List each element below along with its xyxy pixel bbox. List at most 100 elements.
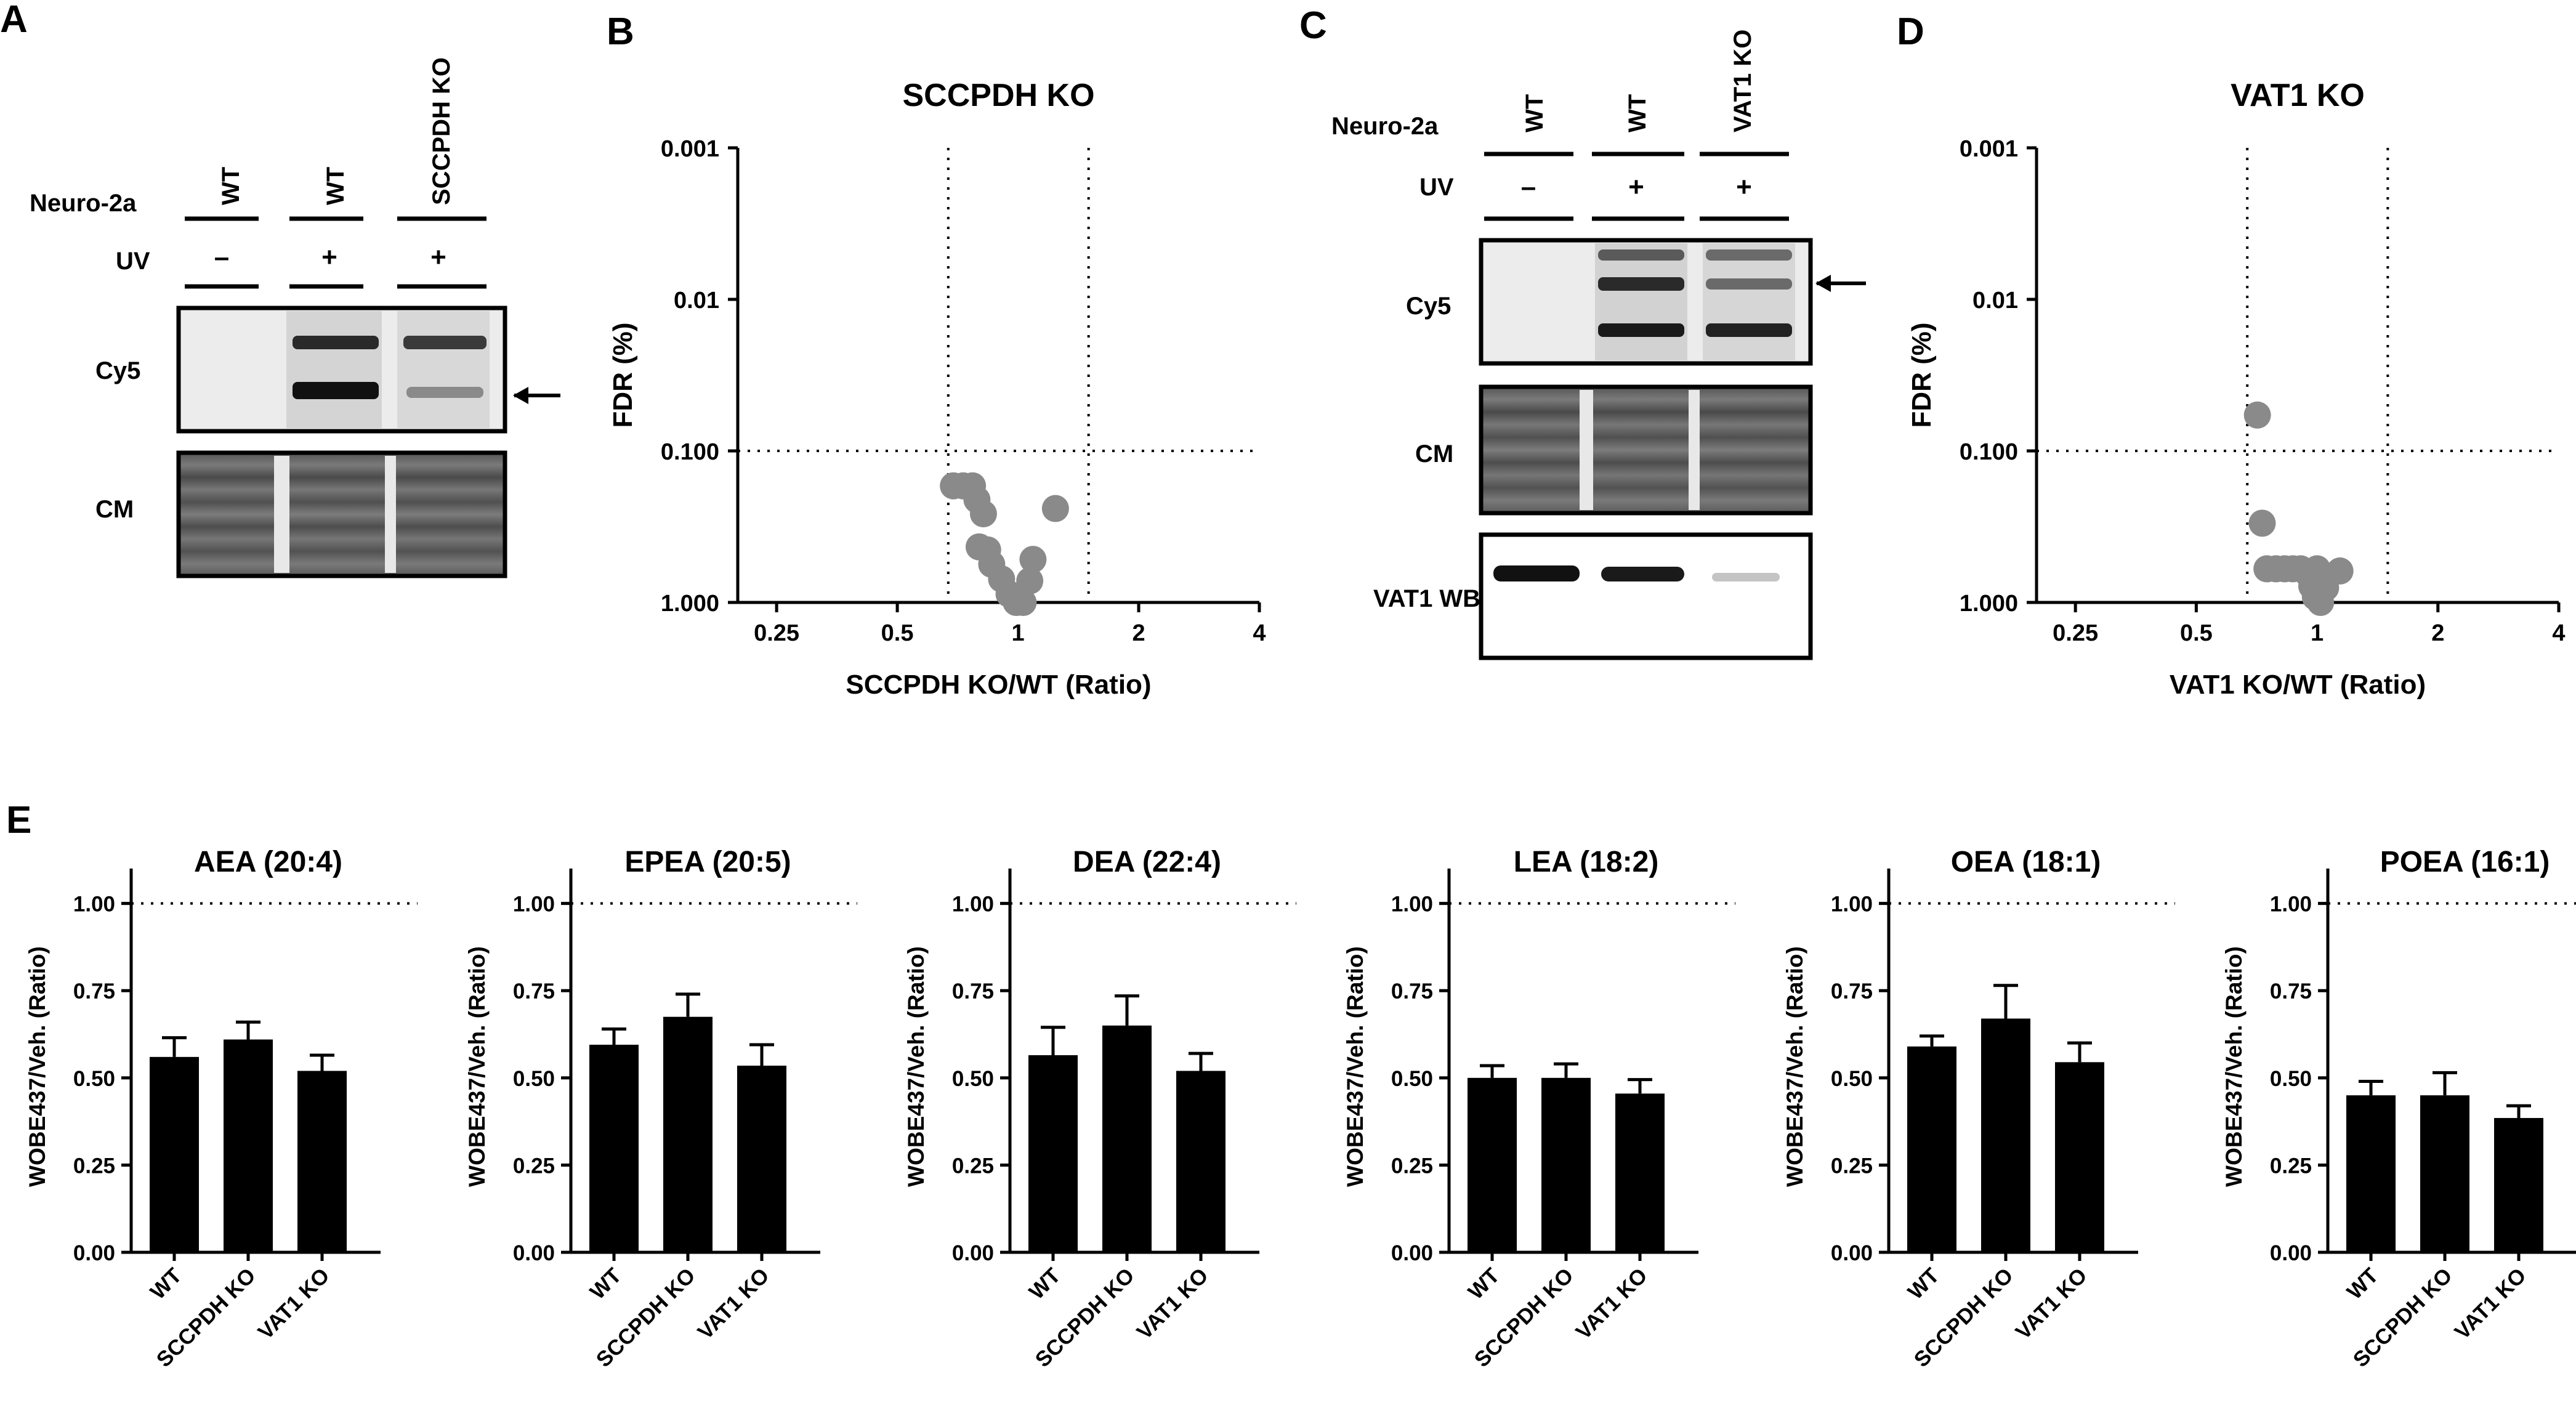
y-tick-label: 0.25	[513, 1154, 555, 1178]
bar	[2346, 1095, 2396, 1252]
lane-genotype-wt-1: WT	[1521, 94, 1548, 132]
y-tick-label: 0.001	[1960, 136, 2018, 162]
x-tick-label: 0.5	[2180, 620, 2213, 646]
data-point	[2303, 555, 2331, 583]
panel-letter-c: C	[1299, 4, 1327, 47]
category-label: VAT1 KO	[2450, 1263, 2530, 1344]
y-axis-label: WOBE437/Veh. (Ratio)	[1343, 946, 1368, 1187]
category-label: VAT1 KO	[253, 1263, 334, 1344]
y-tick-label: 1.00	[1831, 893, 1873, 917]
cy5-gel-image	[176, 306, 507, 434]
bar-chart-6: POEA (16:1)0.000.250.500.751.00WTSCCPDH …	[2221, 846, 2576, 1372]
bar	[589, 1045, 639, 1252]
y-axis-label: WOBE437/Veh. (Ratio)	[2221, 946, 2247, 1187]
uv-symbol-lane-1: –	[1521, 172, 1536, 202]
uv-symbol-lane-2: +	[321, 242, 337, 272]
bar	[1028, 1055, 1078, 1252]
y-tick-label: 0.25	[952, 1154, 994, 1178]
y-tick-label: 1.00	[73, 893, 115, 917]
category-label: WT	[586, 1263, 626, 1304]
uv-symbol-lane-1: –	[214, 242, 229, 272]
row-label-cm: CM	[95, 496, 134, 523]
chart-title: POEA (16:1)	[2380, 846, 2550, 878]
bar	[297, 1071, 347, 1252]
data-point	[1009, 589, 1037, 616]
x-tick-label: 4	[1253, 620, 1266, 646]
panel-letter-b: B	[607, 10, 634, 53]
y-tick-label: 0.001	[661, 136, 719, 162]
y-axis-label: WOBE437/Veh. (Ratio)	[25, 946, 50, 1187]
y-tick-label: 0.00	[1391, 1241, 1433, 1265]
panel-letter-e: E	[6, 799, 31, 841]
y-axis-label: FDR (%)	[1907, 322, 1937, 427]
row-label-uv: UV	[116, 248, 150, 275]
x-axis-label: SCCPDH KO/WT (Ratio)	[846, 670, 1151, 700]
category-label: VAT1 KO	[1571, 1263, 1652, 1344]
row-label-cm: CM	[1415, 440, 1453, 468]
y-tick-label: 0.00	[73, 1241, 115, 1265]
uv-symbol-lane-3: +	[1736, 172, 1752, 202]
volcano-plot-b: B SCCPDH KO 0.001 0.01 0.100 1.000 0.25 0.5 1 2 4 S…	[607, 10, 1266, 700]
bar	[2420, 1095, 2469, 1252]
y-tick-label: 0.01	[674, 288, 719, 314]
chart-title: VAT1 KO	[2231, 78, 2365, 113]
panel-a: A Neuro-2a UV WT WT SCCPDH KO – + + Cy5	[0, 0, 560, 578]
category-label: VAT1 KO	[1132, 1263, 1213, 1344]
panel-letter-d: D	[1897, 10, 1924, 53]
row-label-cy5: Cy5	[95, 357, 140, 384]
row-label-uv: UV	[1419, 174, 1454, 201]
y-tick-label: 0.50	[1831, 1067, 1873, 1091]
x-tick-label: 0.25	[754, 620, 799, 646]
category-label: WT	[1025, 1263, 1065, 1304]
y-tick-label: 0.75	[513, 979, 555, 1003]
y-tick-label: 0.75	[952, 979, 994, 1003]
panel-c: C Neuro-2a UV WT WT VAT1 KO – + + Cy5	[1299, 4, 1866, 660]
y-tick-label: 0.50	[2270, 1067, 2312, 1091]
y-axis-label: WOBE437/Veh. (Ratio)	[903, 946, 929, 1187]
row-label-cy5: Cy5	[1406, 293, 1451, 320]
row-label-cell-line: Neuro-2a	[1331, 113, 1439, 140]
bar	[737, 1065, 786, 1252]
data-point	[2326, 557, 2354, 585]
x-tick-label: 0.5	[881, 620, 914, 646]
x-tick-label: 1	[2311, 620, 2324, 646]
western-blot-image	[1479, 532, 1813, 660]
category-label: WT	[1904, 1263, 1944, 1304]
y-axis-label: WOBE437/Veh. (Ratio)	[464, 946, 490, 1187]
volcano-plot-d: D VAT1 KO 0.001 0.01 0.100 1.000 0.25 0.5 1 2 4 VAT…	[1897, 10, 2566, 700]
lane-genotype-vat1-ko: VAT1 KO	[1729, 30, 1756, 132]
arrow-icon	[513, 387, 560, 404]
y-axis-label: FDR (%)	[608, 322, 638, 427]
bar	[1541, 1077, 1591, 1252]
bar	[150, 1056, 199, 1252]
bar	[1102, 1025, 1152, 1252]
uv-symbol-lane-3: +	[430, 242, 446, 272]
bar	[1981, 1018, 2030, 1252]
data-point	[2248, 509, 2276, 537]
y-tick-label: 1.00	[2270, 893, 2312, 917]
x-axis-label: VAT1 KO/WT (Ratio)	[2170, 670, 2426, 700]
chart-title: AEA (20:4)	[194, 846, 342, 878]
x-tick-label: 4	[2552, 620, 2565, 646]
y-tick-label: 1.00	[513, 893, 555, 917]
bar	[224, 1039, 273, 1252]
y-tick-label: 0.25	[1831, 1154, 1873, 1178]
y-tick-label: 0.75	[1831, 979, 1873, 1003]
data-point	[1016, 567, 1044, 594]
y-axis-label: WOBE437/Veh. (Ratio)	[1782, 946, 1807, 1187]
y-tick-label: 0.25	[1391, 1154, 1433, 1178]
chart-title: SCCPDH KO	[902, 78, 1094, 113]
y-tick-label: 0.00	[2270, 1241, 2312, 1265]
bar	[2494, 1117, 2543, 1252]
bar-chart-2: EPEA (20:5)0.000.250.500.751.00WTSCCPDH …	[464, 846, 857, 1372]
y-tick-label: 0.00	[1831, 1241, 1873, 1265]
y-tick-label: 0.50	[73, 1067, 115, 1091]
chart-title: OEA (18:1)	[1951, 846, 2101, 878]
cm-gel-image	[176, 450, 507, 578]
category-label: WT	[1464, 1263, 1504, 1304]
lane-genotype-wt-1: WT	[217, 167, 244, 205]
y-tick-label: 1.000	[661, 591, 719, 617]
bar	[663, 1016, 713, 1252]
data-point	[1041, 495, 1069, 522]
